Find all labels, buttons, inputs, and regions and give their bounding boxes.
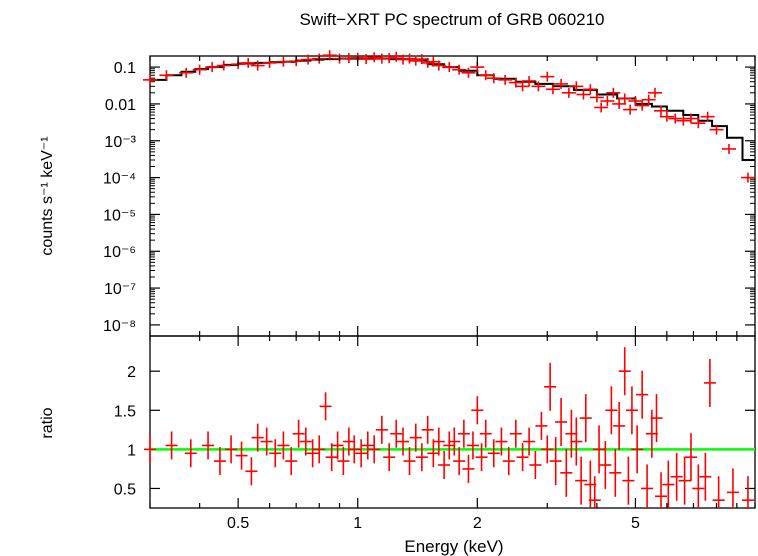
x-tick-label: 2: [473, 515, 482, 532]
model-line: [150, 57, 755, 161]
y-tick-label-bottom: 0.5: [114, 481, 136, 498]
x-tick-label: 5: [631, 515, 640, 532]
y-tick-label-bottom: 1.5: [114, 403, 136, 420]
spectrum-frame: [149, 55, 756, 337]
chart-title: Swift−XRT PC spectrum of GRB 060210: [299, 10, 604, 29]
y-tick-label-top: 10⁻⁸: [103, 318, 136, 335]
y-tick-label-top: 10⁻⁶: [103, 244, 136, 261]
y-tick-label-top: 10⁻³: [104, 134, 136, 151]
ratio-frame: [149, 335, 756, 509]
y-tick-label-top: 10⁻⁴: [103, 171, 136, 188]
x-axis-label: Energy (keV): [404, 537, 503, 556]
y-tick-label-top: 10⁻⁷: [104, 281, 136, 298]
y-axis-label-bottom: ratio: [39, 407, 56, 438]
spectrum-panel: 0.1 0.01 10⁻³ 10⁻⁴ 10⁻⁵ 10⁻⁶ 10⁻⁷ 10⁻⁸: [103, 50, 756, 337]
y-tick-label-bottom: 2: [127, 364, 136, 381]
y-axis-label-top: counts s⁻¹ keV⁻¹: [39, 136, 56, 255]
x-tick-label: 1: [353, 515, 362, 532]
y-tick-label-top: 0.1: [114, 60, 136, 77]
x-axis: 0.5 1 2 5: [149, 56, 756, 532]
y-tick-label-top: 0.01: [105, 97, 136, 114]
y-tick-label-bottom: 1: [127, 442, 136, 459]
ratio-panel: 0.5 1 1.5 2: [114, 335, 756, 509]
x-tick-label: 0.5: [227, 515, 249, 532]
y-tick-label-top: 10⁻⁵: [103, 207, 136, 224]
